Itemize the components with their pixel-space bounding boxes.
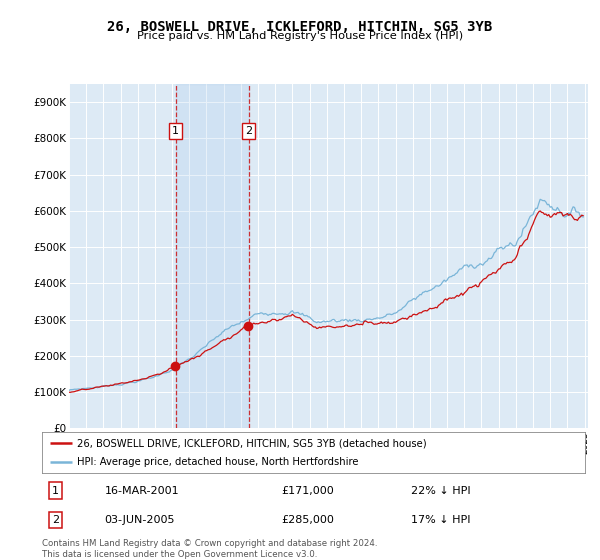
Text: 1: 1 xyxy=(52,486,59,496)
Text: 26, BOSWELL DRIVE, ICKLEFORD, HITCHIN, SG5 3YB: 26, BOSWELL DRIVE, ICKLEFORD, HITCHIN, S… xyxy=(107,20,493,34)
Text: £171,000: £171,000 xyxy=(281,486,334,496)
Text: 1: 1 xyxy=(172,126,179,136)
Text: 17% ↓ HPI: 17% ↓ HPI xyxy=(411,515,471,525)
Text: HPI: Average price, detached house, North Hertfordshire: HPI: Average price, detached house, Nort… xyxy=(77,457,359,467)
Text: £285,000: £285,000 xyxy=(281,515,334,525)
Text: 22% ↓ HPI: 22% ↓ HPI xyxy=(411,486,471,496)
Text: 2: 2 xyxy=(245,126,253,136)
Text: 2: 2 xyxy=(52,515,59,525)
Text: 03-JUN-2005: 03-JUN-2005 xyxy=(104,515,175,525)
Bar xyxy=(176,84,249,428)
Text: Contains HM Land Registry data © Crown copyright and database right 2024.
This d: Contains HM Land Registry data © Crown c… xyxy=(42,539,377,559)
Text: Price paid vs. HM Land Registry's House Price Index (HPI): Price paid vs. HM Land Registry's House … xyxy=(137,31,463,41)
Text: 16-MAR-2001: 16-MAR-2001 xyxy=(104,486,179,496)
Text: 26, BOSWELL DRIVE, ICKLEFORD, HITCHIN, SG5 3YB (detached house): 26, BOSWELL DRIVE, ICKLEFORD, HITCHIN, S… xyxy=(77,438,427,449)
